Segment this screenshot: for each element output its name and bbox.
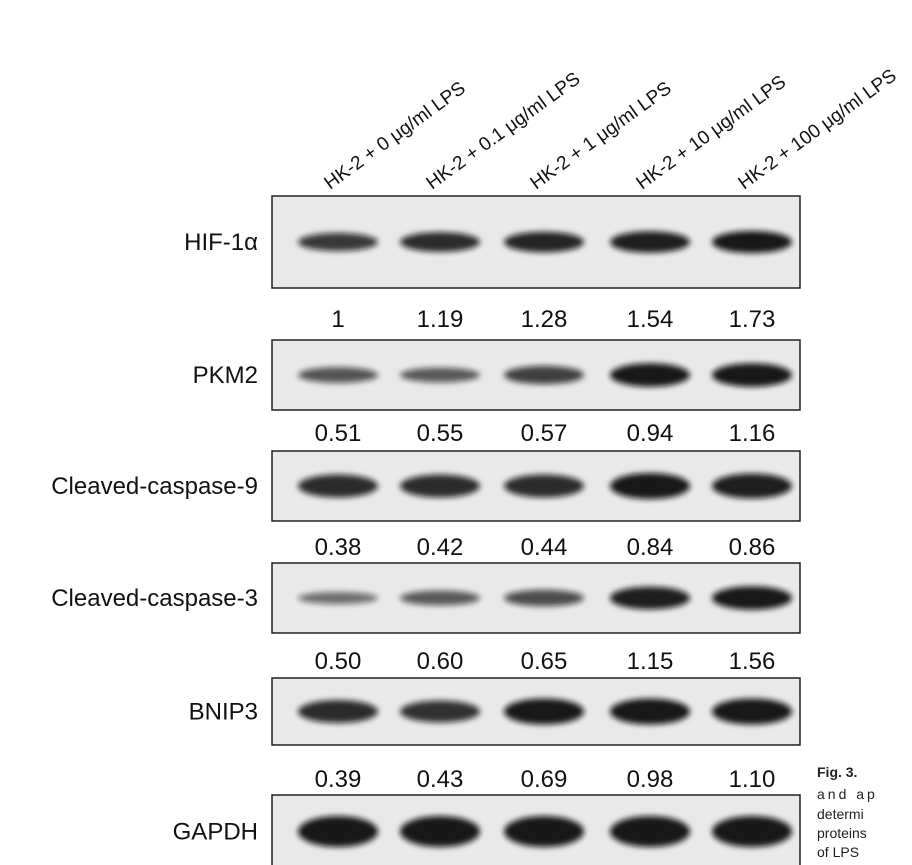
band <box>298 700 378 723</box>
band <box>712 363 792 387</box>
ratio-value: 0.39 <box>315 766 362 793</box>
band <box>400 591 480 606</box>
figure: HK-2 + 0 μg/ml LPSHK-2 + 0.1 μg/ml LPSHK… <box>0 0 912 865</box>
band <box>712 474 792 499</box>
caption-line: of LPS <box>817 844 859 860</box>
band <box>504 232 584 253</box>
protein-label: GAPDH <box>173 819 258 846</box>
band <box>610 699 690 725</box>
ratio-value: 0.42 <box>417 534 464 561</box>
protein-label: Cleaved-caspase-9 <box>51 473 258 500</box>
protein-label: HIF-1α <box>184 229 258 256</box>
band <box>298 816 378 847</box>
band <box>400 816 480 847</box>
ratio-value: 0.84 <box>627 534 674 561</box>
caption-figure: Fig. 3. <box>817 764 857 780</box>
band <box>298 475 378 498</box>
band <box>504 590 584 607</box>
ratio-value: 0.57 <box>521 420 568 447</box>
ratio-value: 0.94 <box>627 420 674 447</box>
band <box>298 592 378 604</box>
ratio-value: 0.38 <box>315 534 362 561</box>
band <box>504 366 584 384</box>
ratio-value: 1 <box>331 306 344 333</box>
band <box>712 231 792 253</box>
ratio-value: 1.56 <box>729 648 776 675</box>
band <box>400 368 480 383</box>
ratio-value: 1.54 <box>627 306 674 333</box>
band <box>400 701 480 723</box>
ratio-value: 0.86 <box>729 534 776 561</box>
caption-line: determi <box>817 806 864 822</box>
ratio-value: 1.73 <box>729 306 776 333</box>
band <box>712 816 792 847</box>
band <box>610 473 690 499</box>
ratio-value: 0.50 <box>315 648 362 675</box>
page: HK-2 + 0 μg/ml LPSHK-2 + 0.1 μg/ml LPSHK… <box>0 0 912 865</box>
ratio-value: 0.60 <box>417 648 464 675</box>
ratio-value: 0.55 <box>417 420 464 447</box>
band <box>504 816 584 847</box>
band <box>610 587 690 610</box>
ratio-value: 0.43 <box>417 766 464 793</box>
band <box>610 231 690 252</box>
ratio-value: 1.10 <box>729 766 776 793</box>
ratio-value: 0.98 <box>627 766 674 793</box>
ratio-value: 1.16 <box>729 420 776 447</box>
band <box>610 363 690 387</box>
protein-label: Cleaved-caspase-3 <box>51 585 258 612</box>
ratio-value: 0.65 <box>521 648 568 675</box>
ratio-value: 1.28 <box>521 306 568 333</box>
ratio-value: 0.44 <box>521 534 568 561</box>
band <box>400 232 480 252</box>
ratio-value: 1.19 <box>417 306 464 333</box>
ratio-value: 0.51 <box>315 420 362 447</box>
band <box>504 475 584 498</box>
band <box>712 586 792 610</box>
band <box>400 475 480 498</box>
protein-label: PKM2 <box>193 362 258 389</box>
band <box>504 699 584 725</box>
caption-line: and ap <box>817 786 878 802</box>
ratio-value: 0.69 <box>521 766 568 793</box>
band <box>610 816 690 847</box>
band <box>298 367 378 383</box>
band <box>298 233 378 251</box>
protein-label: BNIP3 <box>189 699 258 726</box>
ratio-value: 1.15 <box>627 648 674 675</box>
caption-line: proteins <box>817 825 867 841</box>
band <box>712 699 792 725</box>
